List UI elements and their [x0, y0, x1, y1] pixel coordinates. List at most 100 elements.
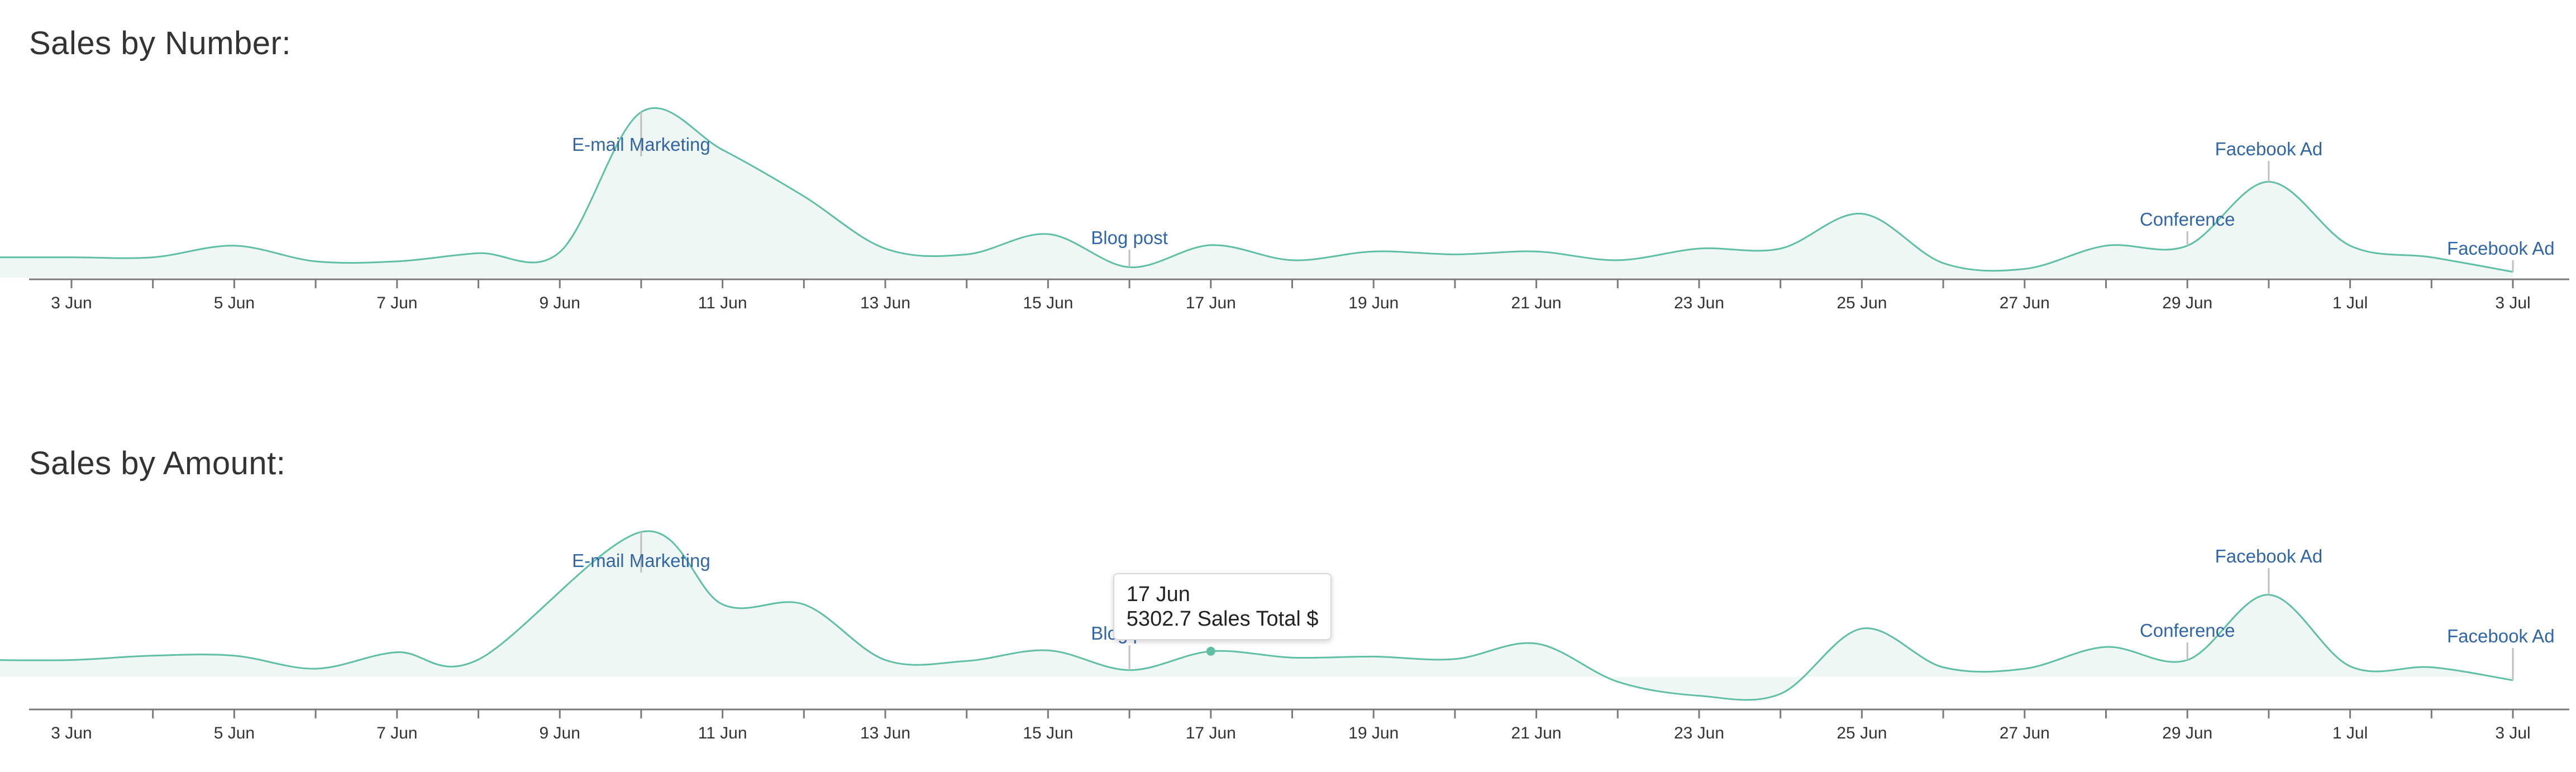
- data-point-18-jun[interactable]: [1289, 257, 1296, 264]
- data-point-27-jun[interactable]: [2021, 665, 2028, 672]
- x-tick-label: 13 Jun: [860, 294, 910, 312]
- data-point-24-jun[interactable]: [1777, 245, 1784, 252]
- data-point-5-jun[interactable]: [231, 242, 237, 249]
- x-tick-label: 17 Jun: [1186, 724, 1236, 742]
- data-point-20-jun[interactable]: [1452, 251, 1458, 258]
- x-tick-label: 3 Jun: [51, 724, 92, 742]
- sales-by-amount-chart: Sales by Amount: 3 Jun 5 Jun 7 Jun 9 Jun 11 …: [0, 425, 2576, 772]
- data-point-14-jun[interactable]: [963, 251, 970, 258]
- data-tooltip: 17 Jun 5302.7 Sales Total $: [1113, 573, 1332, 640]
- data-point-15-jun[interactable]: [1044, 647, 1051, 654]
- data-point-4-jun[interactable]: [150, 652, 156, 659]
- data-point-25-jun[interactable]: [1858, 211, 1865, 217]
- series-area: [0, 108, 2513, 278]
- data-point-1-jul[interactable]: [2347, 242, 2354, 249]
- data-point-13-jun[interactable]: [882, 656, 889, 663]
- x-tick-label: 11 Jun: [698, 294, 747, 312]
- data-point-8-jun[interactable]: [475, 656, 482, 663]
- data-point-6-jun[interactable]: [312, 258, 319, 265]
- data-point-7-jun[interactable]: [394, 649, 400, 656]
- data-point-11-jun[interactable]: [719, 601, 726, 608]
- x-tick-label: 29 Jun: [2162, 294, 2212, 312]
- annotation-label[interactable]: Conference: [2140, 620, 2235, 641]
- data-point-12-jun[interactable]: [800, 601, 807, 608]
- highlighted-data-point[interactable]: [1206, 646, 1215, 656]
- data-point-5-jun[interactable]: [231, 652, 237, 659]
- data-point-3-jun[interactable]: [68, 254, 75, 261]
- x-tick-label: 11 Jun: [698, 724, 747, 742]
- sales-by-amount-plot[interactable]: 3 Jun 5 Jun 7 Jun 9 Jun 11 Jun 13 Jun 15 Jun 17…: [0, 425, 2576, 772]
- data-point-1-jul[interactable]: [2347, 663, 2354, 670]
- data-point-21-jun[interactable]: [1533, 640, 1540, 647]
- x-tick-label: 21 Jun: [1511, 294, 1562, 312]
- data-point-21-jun[interactable]: [1533, 248, 1540, 255]
- data-point-7-jun[interactable]: [394, 258, 400, 265]
- data-point-25-jun[interactable]: [1858, 625, 1865, 632]
- x-tick-label: 7 Jun: [376, 294, 417, 312]
- data-point-19-jun[interactable]: [1370, 248, 1377, 255]
- sales-by-number-title: Sales by Number:: [29, 25, 291, 61]
- x-tick-label: 15 Jun: [1023, 724, 1073, 742]
- data-point-22-jun[interactable]: [1614, 257, 1621, 264]
- annotation-label[interactable]: E-mail Marketing: [572, 550, 710, 571]
- tooltip-value: 5302.7 Sales Total $: [1126, 607, 1319, 631]
- x-tick-label: 23 Jun: [1674, 724, 1724, 742]
- x-tick-label: 29 Jun: [2162, 724, 2212, 742]
- x-tick-label: 13 Jun: [860, 724, 910, 742]
- annotation-label[interactable]: Facebook Ad: [2215, 139, 2323, 159]
- x-tick-label: 23 Jun: [1674, 294, 1724, 312]
- x-tick-label: 3 Jul: [2495, 294, 2530, 312]
- x-tick-label: 21 Jun: [1511, 724, 1562, 742]
- x-tick-label: 19 Jun: [1348, 724, 1399, 742]
- data-point-13-jun[interactable]: [882, 245, 889, 252]
- x-tick-label: 1 Jul: [2332, 724, 2368, 742]
- data-point-9-jun[interactable]: [556, 249, 563, 255]
- data-point-2-jul[interactable]: [2428, 664, 2435, 670]
- data-point-23-jun[interactable]: [1696, 245, 1702, 252]
- data-point-12-jun[interactable]: [800, 193, 807, 199]
- x-tick-label: 1 Jul: [2332, 294, 2368, 312]
- annotation-label[interactable]: E-mail Marketing: [572, 134, 710, 155]
- data-point-3-jun[interactable]: [68, 656, 75, 663]
- x-tick-label: 9 Jun: [540, 724, 580, 742]
- tooltip-date: 17 Jun: [1126, 582, 1190, 606]
- x-tick-label: 15 Jun: [1023, 294, 1073, 312]
- data-point-23-jun[interactable]: [1696, 692, 1702, 699]
- annotation-label[interactable]: Facebook Ad: [2215, 546, 2323, 566]
- annotation-label[interactable]: Facebook Ad: [2447, 238, 2555, 259]
- x-tick-label: 25 Jun: [1836, 294, 1887, 312]
- data-point-17-jun[interactable]: [1208, 242, 1214, 249]
- data-point-4-jun[interactable]: [150, 254, 156, 261]
- data-point-27-jun[interactable]: [2021, 265, 2028, 272]
- x-tick-label: 7 Jun: [376, 724, 417, 742]
- series-line: [0, 530, 2513, 701]
- series-area: [0, 531, 2513, 700]
- data-point-11-jun[interactable]: [719, 146, 726, 153]
- data-point-26-jun[interactable]: [1940, 664, 1947, 670]
- data-point-28-jun[interactable]: [2103, 644, 2110, 650]
- annotation-label[interactable]: Facebook Ad: [2447, 626, 2555, 646]
- x-tick-label: 5 Jun: [214, 724, 255, 742]
- data-point-24-jun[interactable]: [1777, 690, 1784, 697]
- x-tick-label: 27 Jun: [2000, 294, 2050, 312]
- data-point-26-jun[interactable]: [1940, 260, 1947, 266]
- data-point-28-jun[interactable]: [2103, 242, 2110, 249]
- data-point-14-jun[interactable]: [963, 657, 970, 664]
- annotation-label[interactable]: Blog post: [1091, 227, 1168, 248]
- data-point-20-jun[interactable]: [1452, 656, 1458, 663]
- data-point-6-jun[interactable]: [312, 665, 319, 672]
- x-tick-label: 27 Jun: [2000, 724, 2050, 742]
- x-tick-label: 17 Jun: [1186, 294, 1236, 312]
- data-point-22-jun[interactable]: [1614, 678, 1621, 685]
- sales-by-number-plot[interactable]: 3 Jun 5 Jun 7 Jun 9 Jun 11 Jun 13 Jun 15 Jun 17…: [0, 0, 2576, 335]
- annotation-label[interactable]: Conference: [2140, 209, 2235, 230]
- data-point-8-jun[interactable]: [475, 250, 482, 256]
- sales-by-amount-title: Sales by Amount:: [29, 445, 286, 482]
- x-tick-label: 3 Jul: [2495, 724, 2530, 742]
- data-point-19-jun[interactable]: [1370, 653, 1377, 660]
- data-point-15-jun[interactable]: [1044, 231, 1051, 237]
- x-tick-label: 25 Jun: [1836, 724, 1887, 742]
- data-point-2-jul[interactable]: [2428, 254, 2435, 261]
- x-tick-label: 19 Jun: [1348, 294, 1399, 312]
- data-point-18-jun[interactable]: [1289, 654, 1296, 661]
